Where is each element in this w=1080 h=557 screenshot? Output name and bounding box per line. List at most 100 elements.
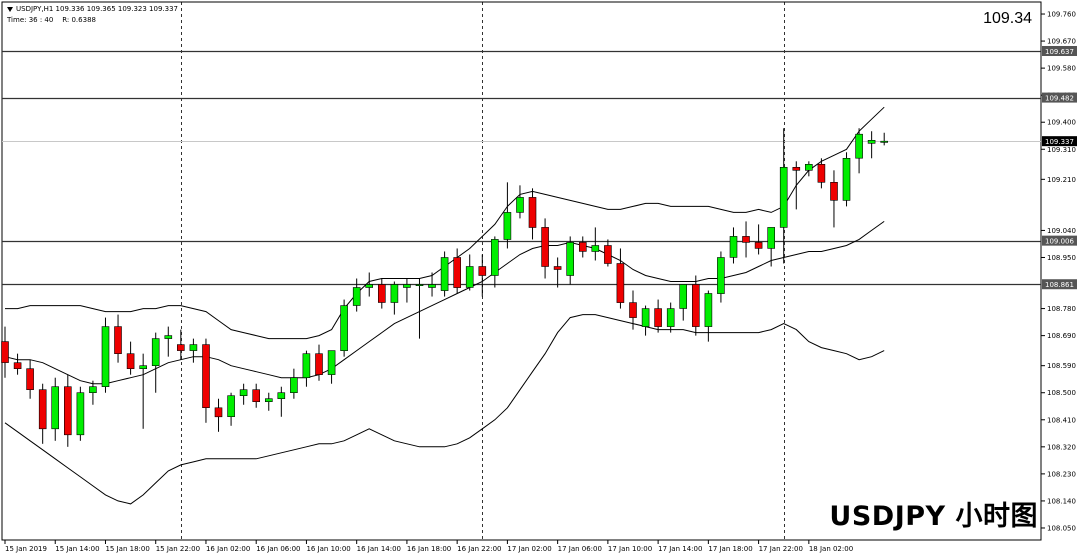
candle-body (64, 386, 72, 436)
candle-body (415, 284, 424, 287)
candle-body (76, 392, 85, 436)
y-tick-label: 109.670 (1047, 38, 1076, 46)
candle-body (177, 344, 185, 351)
candle-body (666, 308, 675, 327)
symbol-info: USDJPY,H1 109.336 109.365 109.323 109.33… (7, 5, 178, 13)
candle-body (89, 386, 97, 394)
candle-body (277, 392, 286, 400)
candle-body (290, 377, 298, 394)
candle-body (541, 227, 549, 267)
candle-body (704, 293, 713, 327)
candle-body (264, 398, 273, 403)
y-tick-label: 109.400 (1047, 119, 1076, 127)
y-tick-label: 109.310 (1047, 146, 1076, 154)
candle-body (516, 197, 524, 213)
time-info: Time: 36 : 40 R: 0.6388 (7, 16, 96, 24)
x-tick-label: 15 Jan 2019 (5, 545, 47, 553)
candle-body (352, 287, 361, 306)
candle-body (239, 389, 248, 397)
last-price-label-bg (1042, 136, 1077, 147)
candle-body (792, 167, 801, 171)
candle-body (578, 242, 587, 252)
y-tick-label: 108.690 (1047, 332, 1076, 340)
candle-body (490, 239, 499, 276)
band-lower (4, 314, 885, 505)
candle-body (842, 158, 851, 201)
x-tick-label: 17 Jan 14:00 (658, 545, 702, 553)
candle-body (38, 389, 47, 430)
x-tick-label: 17 Jan 06:00 (558, 545, 602, 553)
plot-frame (1, 1, 1042, 541)
candle-body (428, 284, 436, 288)
candle-body (767, 227, 776, 249)
candle-body (880, 140, 889, 143)
x-tick-label: 17 Jan 02:00 (507, 545, 551, 553)
y-tick-label: 108.050 (1047, 524, 1076, 532)
y-tick-label: 108.500 (1047, 389, 1076, 397)
y-tick-label: 108.950 (1047, 254, 1076, 262)
candle-body (151, 338, 160, 367)
candle-body (679, 284, 688, 309)
level-label: 108.861 (1045, 281, 1074, 289)
candle-body (629, 302, 637, 318)
candle-body (390, 284, 399, 303)
candle-body (327, 350, 336, 375)
y-tick-label: 109.580 (1047, 65, 1076, 73)
candle-body (604, 245, 612, 264)
x-tick-label: 17 Jan 18:00 (708, 545, 752, 553)
candle-body (528, 197, 537, 228)
candle-body (403, 284, 411, 288)
x-tick-label: 15 Jan 14:00 (55, 545, 99, 553)
x-tick-label: 15 Jan 22:00 (156, 545, 200, 553)
candle-body (377, 284, 386, 303)
candle-body (302, 353, 311, 379)
candle-body (139, 365, 147, 370)
candle-body (114, 326, 122, 355)
candle-body (26, 368, 34, 391)
level-label-bg (1042, 235, 1077, 246)
candle-body (717, 257, 725, 294)
candle-body (729, 236, 738, 258)
x-tick-label: 16 Jan 10:00 (306, 545, 350, 553)
y-tick-label: 108.410 (1047, 416, 1076, 424)
candle-body (742, 236, 750, 243)
symbol-line: USDJPY,H1 109.336 109.365 109.323 109.33… (16, 5, 178, 13)
dropdown-triangle-icon[interactable] (7, 6, 13, 12)
candle-body (101, 326, 110, 388)
x-tick-label: 17 Jan 10:00 (608, 545, 652, 553)
candle-body (553, 266, 562, 270)
candle-body (1, 341, 9, 363)
chart-caption: USDJPY 小时图 (829, 501, 1038, 532)
candle-body (804, 164, 813, 171)
x-tick-label: 16 Jan 22:00 (457, 545, 501, 553)
candle-body (453, 257, 462, 288)
candle-body (465, 266, 474, 288)
x-tick-label: 16 Jan 18:00 (407, 545, 451, 553)
candle-body (779, 167, 788, 228)
y-tick-label: 108.230 (1047, 470, 1076, 478)
y-tick-label: 108.780 (1047, 305, 1076, 313)
x-tick-label: 16 Jan 14:00 (357, 545, 401, 553)
y-tick-label: 109.040 (1047, 227, 1076, 235)
candle-body (164, 335, 173, 339)
candle-body (654, 308, 662, 327)
last-price-label: 109.337 (1045, 138, 1074, 146)
candle-body (365, 284, 374, 288)
candle-body (51, 386, 60, 430)
y-tick-label: 109.210 (1047, 176, 1076, 184)
candle-body (691, 284, 700, 327)
candle-body (478, 266, 487, 276)
level-label: 109.006 (1045, 238, 1074, 246)
current-price: 109.34 (983, 10, 1032, 27)
r-value: R: 0.6388 (62, 16, 96, 24)
candle-body (503, 212, 512, 240)
candle-body (830, 182, 838, 201)
level-label: 109.482 (1045, 95, 1074, 103)
candle-body (817, 164, 826, 183)
candle-body (227, 395, 235, 418)
candle-body (13, 362, 22, 370)
band-middle (4, 220, 885, 385)
x-tick-label: 16 Jan 02:00 (206, 545, 250, 553)
candle-body (252, 389, 260, 403)
candle-body (566, 242, 575, 276)
